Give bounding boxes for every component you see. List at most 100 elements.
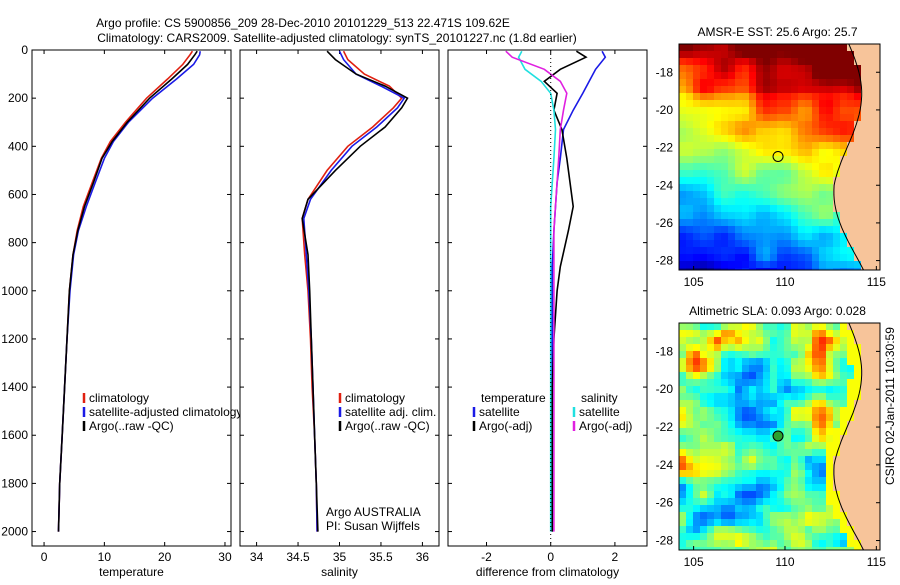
map-cell: [805, 79, 812, 86]
map-cell: [784, 505, 791, 512]
map-cell: [784, 540, 791, 547]
map-cell: [784, 526, 791, 533]
map-cell: [700, 51, 707, 58]
map-cell: [763, 184, 770, 191]
map-cell: [721, 365, 728, 372]
map-cell: [763, 93, 770, 100]
map-cell: [798, 247, 805, 254]
map-cell: [686, 93, 693, 100]
map-cell: [749, 456, 756, 463]
map-cell: [686, 456, 693, 463]
map-cell: [679, 233, 686, 240]
map-cell: [847, 184, 854, 191]
map-cell: [784, 337, 791, 344]
y-tick-label: 200: [8, 91, 28, 105]
map-cell: [819, 212, 826, 219]
map-cell: [812, 491, 819, 498]
map-cell: [840, 205, 847, 212]
map-title: Altimetric SLA: 0.093 Argo: 0.028: [689, 304, 866, 318]
map-cell: [679, 526, 686, 533]
map-cell: [868, 205, 875, 212]
map-cell: [721, 512, 728, 519]
map-cell: [742, 337, 749, 344]
map-cell: [826, 114, 833, 121]
map-cell: [805, 177, 812, 184]
map-cell: [840, 435, 847, 442]
map-cell: [847, 337, 854, 344]
map-cell: [770, 254, 777, 261]
map-cell: [861, 372, 868, 379]
map-cell: [805, 233, 812, 240]
map-cell: [798, 365, 805, 372]
map-cell: [805, 254, 812, 261]
map-cell: [798, 323, 805, 330]
map-cell: [735, 533, 742, 540]
map-cell: [742, 358, 749, 365]
map-cell: [714, 240, 721, 247]
map-cell: [847, 512, 854, 519]
map-cell: [798, 463, 805, 470]
map-cell: [686, 128, 693, 135]
map-cell: [721, 330, 728, 337]
map-cell: [686, 512, 693, 519]
map-cell: [735, 156, 742, 163]
map-cell: [784, 477, 791, 484]
map-cell: [861, 72, 868, 79]
map-cell: [714, 93, 721, 100]
map-cell: [791, 107, 798, 114]
map-cell: [812, 498, 819, 505]
map-cell: [770, 491, 777, 498]
map-cell: [868, 100, 875, 107]
map-cell: [686, 205, 693, 212]
map-cell: [826, 107, 833, 114]
map-cell: [679, 254, 686, 261]
map-cell: [777, 477, 784, 484]
map-cell: [756, 107, 763, 114]
map-cell: [805, 261, 812, 268]
map-cell: [826, 240, 833, 247]
map-cell: [833, 414, 840, 421]
map-cell: [854, 379, 861, 386]
map-cell: [791, 407, 798, 414]
map-cell: [826, 456, 833, 463]
map-cell: [833, 463, 840, 470]
map-cell: [805, 435, 812, 442]
map-cell: [700, 351, 707, 358]
map-cell: [868, 505, 875, 512]
map-cell: [721, 205, 728, 212]
map-cell: [861, 533, 868, 540]
map-cell: [707, 142, 714, 149]
map-cell: [875, 72, 880, 79]
map-cell: [819, 421, 826, 428]
header-line2: Climatology: CARS2009. Satellite-adjuste…: [97, 31, 577, 45]
map-cell: [735, 170, 742, 177]
map-cell: [819, 44, 826, 51]
map-cell: [749, 547, 756, 550]
map-cell: [777, 330, 784, 337]
map-cell: [742, 526, 749, 533]
map-cell: [854, 533, 861, 540]
map-cell: [700, 344, 707, 351]
map-cell: [693, 93, 700, 100]
map-cell: [826, 351, 833, 358]
map-cell: [854, 198, 861, 205]
map-cell: [833, 365, 840, 372]
y-tick-label: 0: [21, 43, 28, 57]
map-cell: [854, 498, 861, 505]
map-cell: [728, 128, 735, 135]
map-cell: [714, 163, 721, 170]
map-cell: [826, 191, 833, 198]
map-cell: [714, 449, 721, 456]
map-cell: [714, 100, 721, 107]
map-cell: [756, 58, 763, 65]
map-cell: [742, 477, 749, 484]
map-cell: [875, 163, 880, 170]
map-cell: [791, 512, 798, 519]
map-cell: [679, 463, 686, 470]
map-cell: [826, 393, 833, 400]
map-cell: [847, 456, 854, 463]
map-cell: [714, 149, 721, 156]
argo-position-marker: [772, 430, 784, 442]
map-cell: [875, 65, 880, 72]
map-cell: [777, 498, 784, 505]
